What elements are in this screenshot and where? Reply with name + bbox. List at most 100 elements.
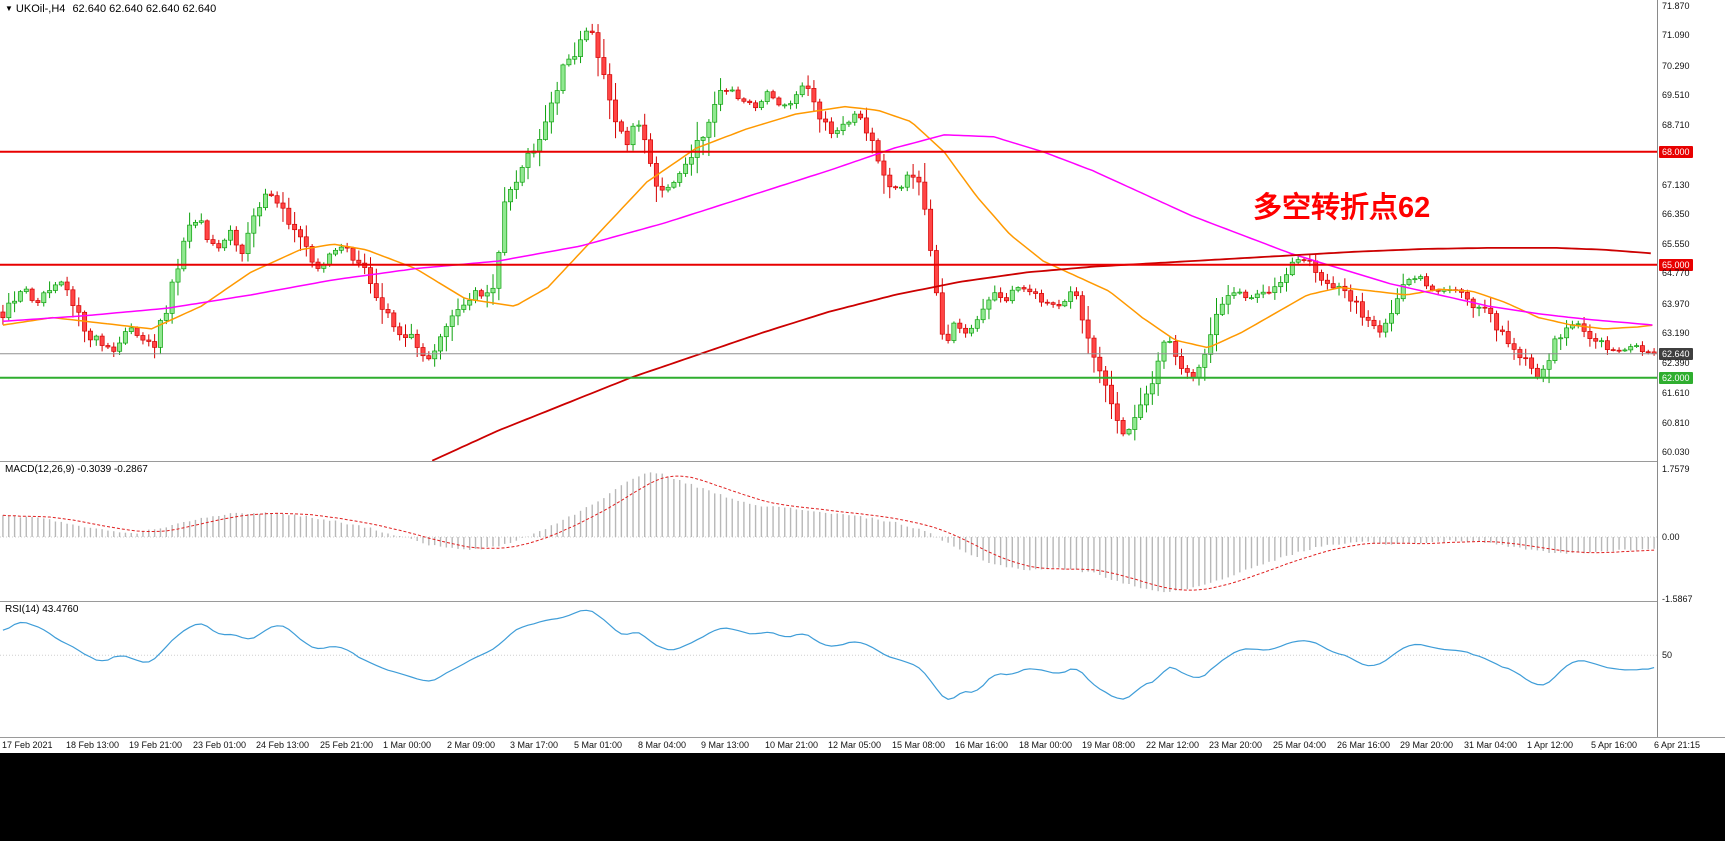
- candle: [513, 181, 519, 190]
- candle: [852, 113, 858, 123]
- candle: [140, 335, 146, 341]
- candle: [58, 281, 64, 286]
- candle: [1044, 301, 1050, 304]
- candle: [181, 240, 187, 270]
- candle: [525, 152, 531, 168]
- candle: [17, 291, 23, 302]
- time-axis-label: 25 Mar 04:00: [1273, 740, 1327, 750]
- candle: [41, 292, 47, 304]
- macd-axis-label: 1.7579: [1662, 464, 1690, 474]
- candle: [1225, 295, 1231, 305]
- panel-divider[interactable]: [0, 461, 1725, 462]
- candle: [303, 236, 309, 247]
- candle: [1330, 283, 1336, 289]
- candle: [0, 311, 6, 319]
- candle: [624, 130, 630, 146]
- candle: [1132, 417, 1138, 430]
- candle: [1628, 346, 1634, 351]
- candle: [630, 125, 636, 146]
- candle: [776, 97, 782, 106]
- candlestick-chart-canvas[interactable]: [0, 0, 1657, 461]
- candle: [198, 220, 204, 223]
- candle: [700, 136, 706, 141]
- window-bottom-bar: [0, 753, 1725, 841]
- candle: [1529, 357, 1535, 369]
- candle: [193, 222, 198, 226]
- candle: [1365, 316, 1371, 321]
- panel-divider[interactable]: [0, 601, 1725, 602]
- candle: [228, 229, 233, 241]
- candle: [718, 90, 724, 105]
- symbol-dropdown-icon[interactable]: ▼: [5, 4, 13, 13]
- candle: [449, 315, 455, 327]
- candle: [589, 30, 595, 33]
- time-axis-label: 31 Mar 04:00: [1464, 740, 1518, 750]
- price-axis-label: 71.090: [1662, 30, 1690, 40]
- time-axis-label: 18 Feb 13:00: [66, 740, 120, 750]
- candle: [1033, 291, 1039, 294]
- candle: [6, 302, 12, 319]
- candle: [1074, 291, 1079, 297]
- candle: [992, 292, 998, 301]
- time-axis-label: 8 Mar 04:00: [638, 740, 687, 750]
- candle: [35, 300, 41, 303]
- candle: [910, 174, 916, 178]
- candle: [1587, 331, 1593, 339]
- candle: [420, 347, 426, 357]
- candle: [432, 350, 438, 360]
- candle: [1184, 368, 1190, 373]
- candle: [1645, 351, 1651, 354]
- candle: [1179, 356, 1184, 369]
- candle: [1214, 313, 1219, 336]
- candle: [473, 290, 478, 301]
- price-axis-label: 66.350: [1662, 209, 1690, 219]
- candle: [204, 220, 210, 240]
- candle: [881, 160, 887, 176]
- candle: [1558, 337, 1564, 340]
- candle: [1540, 368, 1546, 378]
- candle: [1394, 298, 1400, 314]
- candle: [1050, 302, 1056, 305]
- candle: [998, 292, 1004, 298]
- candle: [385, 309, 391, 314]
- candle: [1109, 384, 1114, 405]
- candle: [1056, 304, 1062, 307]
- price-axis-label: 60.810: [1662, 418, 1690, 428]
- candle: [747, 100, 753, 104]
- candle: [986, 299, 992, 310]
- candle: [1359, 301, 1365, 318]
- candle: [1564, 327, 1570, 339]
- candle: [782, 104, 788, 107]
- candle: [1243, 291, 1249, 299]
- time-axis[interactable]: 17 Feb 2021 18 Feb 13:00 19 Feb 21:00 23 Fe…: [0, 737, 1725, 753]
- candle: [52, 284, 58, 291]
- rsi-indicator-canvas[interactable]: [0, 602, 1657, 737]
- macd-indicator-canvas[interactable]: [0, 462, 1657, 601]
- candle: [543, 121, 548, 140]
- candle: [1202, 354, 1208, 368]
- time-axis-label: 24 Feb 13:00: [256, 740, 310, 750]
- candle: [548, 102, 554, 123]
- candle: [23, 288, 29, 292]
- candle: [1494, 313, 1500, 331]
- candle: [1371, 319, 1377, 327]
- price-axis-label: 65.000: [1659, 259, 1693, 271]
- price-axis-label: 64.770: [1662, 268, 1690, 278]
- candle: [309, 246, 315, 263]
- price-axis[interactable]: 71.870 71.090 70.290 69.510 68.710 68.000 67.1…: [1657, 0, 1725, 737]
- candle: [1383, 322, 1389, 333]
- candle: [572, 56, 578, 60]
- candle: [251, 215, 257, 234]
- rsi-line: [2, 609, 1655, 700]
- candle: [788, 103, 794, 106]
- candle: [939, 292, 945, 335]
- candle: [1324, 279, 1330, 284]
- candle: [438, 336, 443, 352]
- candle: [461, 304, 467, 310]
- candle: [1260, 291, 1266, 295]
- candle: [1009, 289, 1015, 302]
- macd-axis-label: 0.00: [1662, 532, 1680, 542]
- candle: [1161, 341, 1167, 362]
- candle: [245, 232, 251, 254]
- candle: [1196, 366, 1202, 379]
